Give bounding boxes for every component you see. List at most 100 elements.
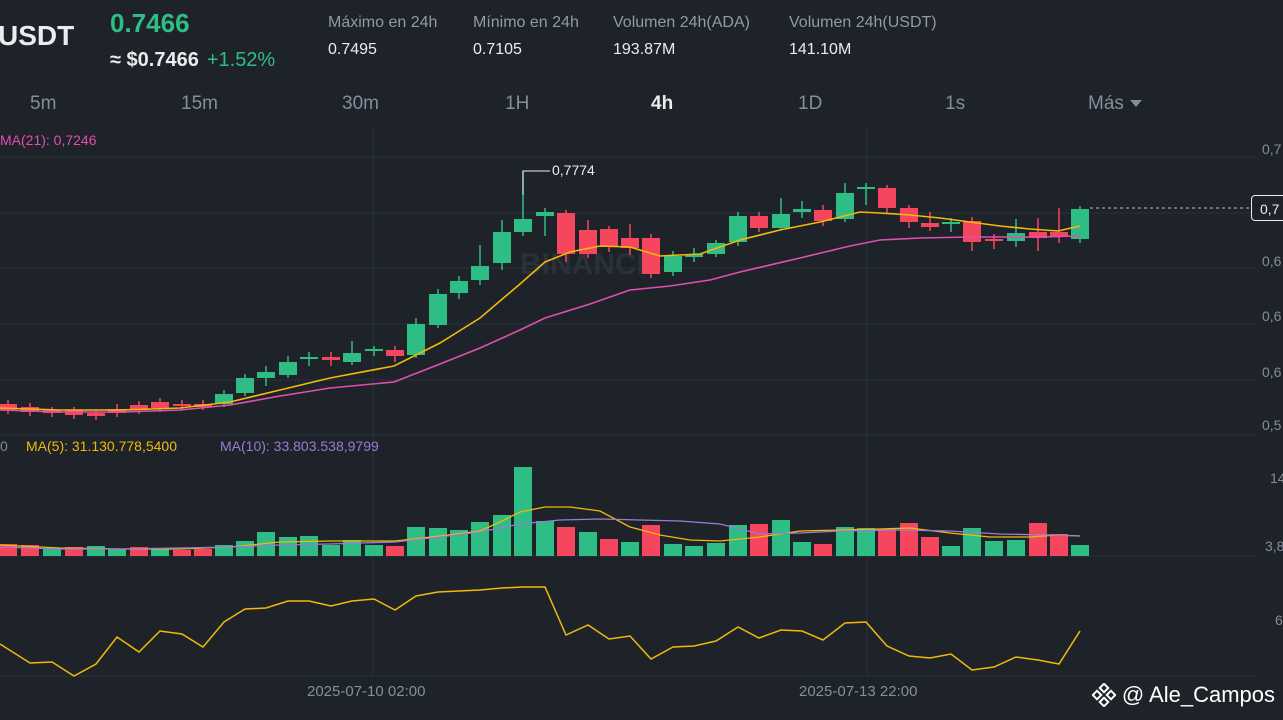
candle-body	[450, 281, 468, 293]
candle-body	[664, 256, 682, 272]
volume-bar	[814, 544, 832, 556]
candle-body	[878, 188, 896, 208]
volume-bar	[685, 546, 703, 556]
volume-bar	[1007, 540, 1025, 556]
volume-bar	[21, 545, 39, 556]
price-axis-label: 0,6	[1262, 253, 1282, 269]
candle-body	[0, 404, 17, 410]
volume-bar	[664, 544, 682, 556]
candle-body	[471, 266, 489, 280]
volume-bar	[151, 548, 169, 556]
tab-5m[interactable]: 5m	[30, 93, 57, 114]
tab-15m[interactable]: 15m	[181, 93, 218, 114]
tab-more[interactable]: Más	[1088, 93, 1142, 115]
tab-4h[interactable]: 4h	[651, 93, 674, 114]
usd-price: ≈ $0.7466 +1.52%	[110, 49, 275, 72]
volume-bar	[642, 525, 660, 556]
volume-bar	[536, 521, 554, 556]
volume-bar	[365, 545, 383, 556]
candle-body	[215, 394, 233, 404]
volume-bar	[1050, 534, 1068, 556]
volume-axis-label: 3,8	[1265, 538, 1283, 554]
vol-ma10-label: MA(10): 33.803.538,9799	[220, 438, 379, 454]
volume-bar	[1071, 545, 1089, 556]
stat-vol-usdt-value: 141.10M	[789, 41, 852, 58]
volume-bar	[87, 546, 105, 556]
date-label: 2025-07-13 22:00	[799, 683, 918, 700]
candle-body	[921, 223, 939, 227]
high-marker-line	[522, 170, 550, 195]
stat-vol-usdt-label: Volumen 24h(USDT)	[789, 14, 937, 31]
candle-body	[407, 324, 425, 355]
chart-grid	[0, 130, 1255, 677]
volume-bar	[194, 549, 212, 556]
candle-body	[621, 238, 639, 248]
volume-bar	[836, 527, 854, 556]
candle-body	[814, 210, 832, 221]
stat-high-label: Máximo en 24h	[328, 14, 438, 31]
volume-bar	[900, 523, 918, 556]
candle-body	[151, 402, 169, 408]
author-handle: @ Ale_Campos	[1121, 682, 1275, 707]
date-label: 2025-07-10 02:00	[307, 683, 426, 700]
trading-pair[interactable]: USDT	[0, 20, 75, 51]
candle-body	[365, 349, 383, 351]
candle-body	[793, 209, 811, 212]
candle-body	[857, 187, 875, 189]
ma5-line	[0, 211, 1081, 411]
current-price-tag: 0,7	[1251, 195, 1283, 221]
volume-bar	[557, 527, 575, 556]
candle-body	[300, 357, 318, 359]
volume-bar	[772, 520, 790, 556]
tab-1d[interactable]: 1D	[798, 93, 823, 114]
candle-body	[429, 294, 447, 325]
candle-body	[963, 221, 981, 242]
tab-1s[interactable]: 1s	[945, 93, 966, 114]
volume-bar	[878, 529, 896, 556]
candle-body	[685, 254, 703, 257]
tab-30m[interactable]: 30m	[342, 93, 379, 114]
volume-axis-label: 14	[1270, 470, 1283, 486]
candle-body	[772, 214, 790, 228]
volume-bar	[173, 550, 191, 556]
candle-body	[236, 378, 254, 393]
candle-body	[1071, 209, 1089, 239]
volume-bar	[343, 540, 361, 556]
candle-body	[130, 405, 148, 410]
volume-bar	[43, 548, 61, 556]
volume-bar	[857, 528, 875, 556]
tab-more-label: Más	[1088, 93, 1124, 114]
ma21-label: MA(21): 0,7246	[0, 132, 97, 148]
ma21-line	[0, 235, 1081, 413]
price-axis-label: 0,7	[1262, 141, 1282, 157]
binance-logo-icon	[1091, 683, 1116, 707]
stat-high-value: 0.7495	[328, 41, 377, 58]
candle-body	[536, 212, 554, 216]
price-axis-label: 0,6	[1262, 308, 1282, 324]
volume-bar	[215, 545, 233, 556]
indicator-lines	[0, 211, 1081, 677]
candle-body	[322, 357, 340, 360]
last-price: 0.7466	[110, 8, 190, 38]
candle-body	[1050, 232, 1068, 237]
volume-bar	[300, 536, 318, 556]
candle-body	[1029, 232, 1047, 238]
candle-body	[600, 229, 618, 247]
candle-body	[87, 413, 105, 416]
price-change: +1.52%	[206, 49, 276, 71]
candle-body	[985, 239, 1003, 241]
volume-bar	[921, 537, 939, 556]
volume-bar	[407, 527, 425, 556]
tab-1h[interactable]: 1H	[505, 93, 530, 114]
candle-body	[257, 372, 275, 378]
candles	[0, 170, 1089, 420]
volume-bar	[236, 541, 254, 556]
candle-body	[514, 219, 532, 232]
candle-body	[343, 353, 361, 362]
candle-body	[642, 238, 660, 274]
candle-body	[279, 362, 297, 375]
osc-axis-label: 6	[1275, 612, 1283, 628]
stat-low-label: Mínimo en 24h	[473, 14, 579, 31]
vol-ma10-line	[0, 518, 1081, 550]
